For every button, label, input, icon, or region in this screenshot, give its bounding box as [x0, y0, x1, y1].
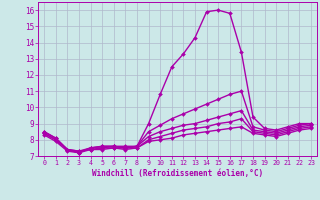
X-axis label: Windchill (Refroidissement éolien,°C): Windchill (Refroidissement éolien,°C)	[92, 169, 263, 178]
